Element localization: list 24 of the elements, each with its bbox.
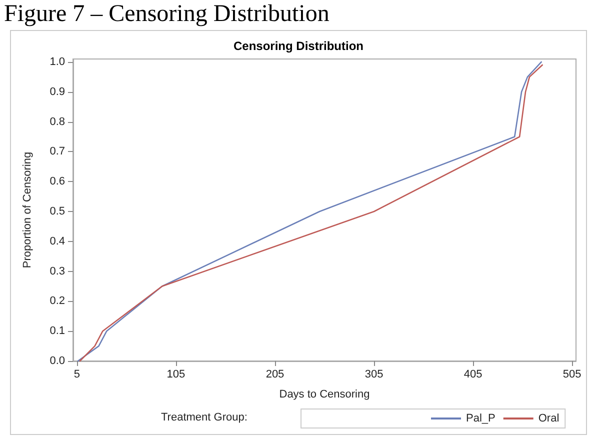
legend-title: Treatment Group: — [161, 412, 248, 424]
chart-title: Figure 7 – Censoring Distribution — [4, 0, 330, 28]
x-tick-label: 405 — [464, 368, 482, 380]
y-tick-label: 0.4 — [50, 235, 65, 248]
y-tick-label: 0.9 — [50, 86, 65, 98]
x-tick-label: 505 — [562, 368, 582, 380]
x-tick-label: 205 — [266, 368, 284, 380]
x-tick-label: 305 — [364, 368, 384, 380]
legend-label: Pal_P — [466, 412, 496, 424]
y-tick-label: 1.0 — [50, 56, 65, 68]
y-tick-label: 0.8 — [50, 116, 65, 128]
chart-subtitle: Censoring Distribution — [234, 39, 364, 53]
y-axis-title: Proportion of Censoring — [22, 152, 34, 268]
x-tick-label: 5 — [74, 368, 80, 380]
y-tick-label: 0.0 — [50, 355, 65, 367]
y-tick-label: 0.1 — [50, 325, 65, 338]
x-tick-label: 105 — [166, 368, 186, 380]
y-tick-label: 0.7 — [50, 146, 65, 158]
y-tick-label: 0.3 — [50, 265, 65, 278]
y-tick-label: 0.6 — [50, 176, 65, 188]
x-axis-title: Days to Censoring — [279, 388, 370, 400]
legend-label: Oral — [538, 412, 560, 424]
y-tick-label: 0.5 — [50, 205, 65, 218]
y-tick-label: 0.2 — [50, 295, 65, 308]
